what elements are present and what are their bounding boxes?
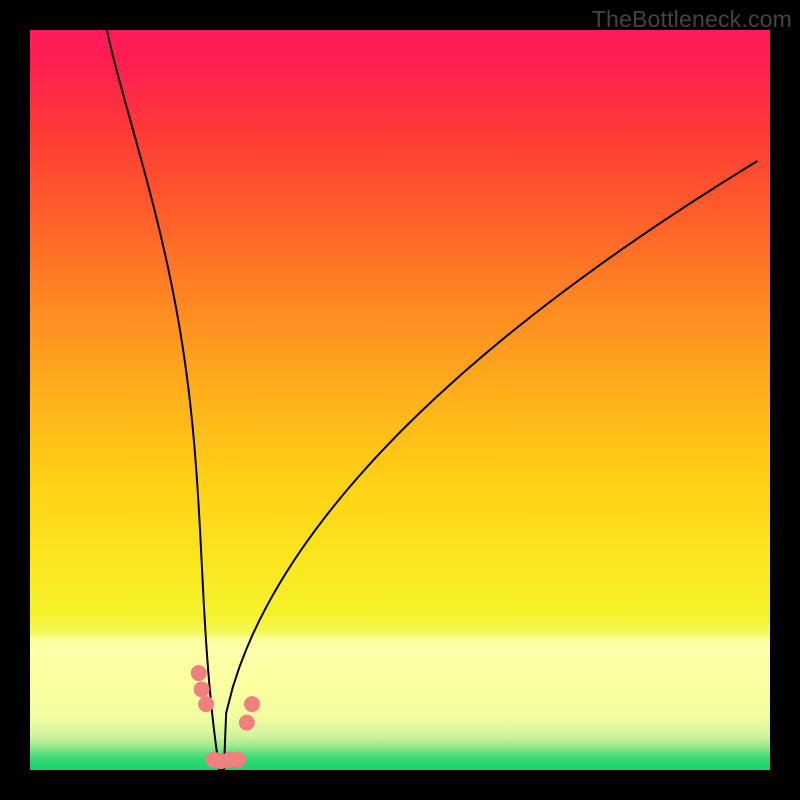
data-marker (244, 696, 260, 712)
data-marker (194, 681, 210, 697)
gradient-background (30, 30, 770, 770)
data-marker (239, 715, 255, 731)
watermark-text: TheBottleneck.com (592, 6, 792, 33)
data-marker (191, 665, 207, 681)
data-marker (230, 752, 246, 768)
chart-frame: TheBottleneck.com (0, 0, 800, 800)
bottleneck-chart (30, 30, 770, 770)
data-marker (198, 696, 214, 712)
